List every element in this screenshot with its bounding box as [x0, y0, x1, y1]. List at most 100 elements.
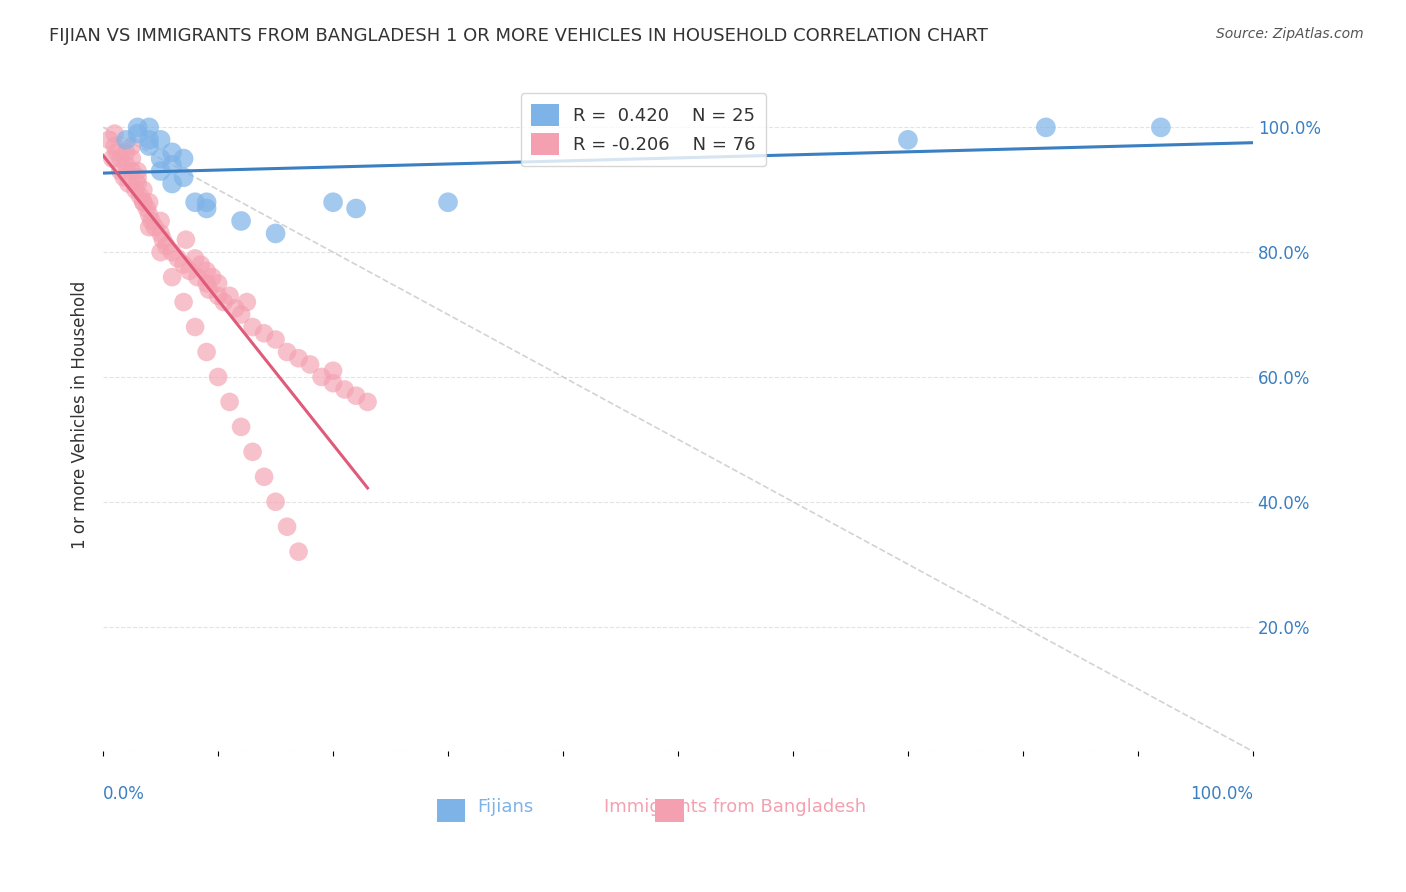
Point: [121, 139, 143, 153]
Point: [143, 220, 166, 235]
Point: [229, 308, 252, 322]
Text: FIJIAN VS IMMIGRANTS FROM BANGLADESH 1 OR MORE VEHICLES IN HOUSEHOLD CORRELATION: FIJIAN VS IMMIGRANTS FROM BANGLADESH 1 O…: [49, 27, 988, 45]
Point: [110, 152, 132, 166]
Point: [149, 245, 172, 260]
Point: [207, 277, 229, 291]
Point: [127, 170, 149, 185]
Text: Immigrants from Bangladesh: Immigrants from Bangladesh: [605, 798, 866, 816]
Point: [173, 170, 195, 185]
Point: [1035, 120, 1057, 135]
Point: [149, 133, 172, 147]
Point: [138, 133, 160, 147]
Point: [127, 164, 149, 178]
Point: [311, 370, 333, 384]
Point: [356, 395, 378, 409]
Text: 0.0%: 0.0%: [103, 785, 145, 803]
Point: [218, 289, 240, 303]
Point: [174, 233, 197, 247]
Point: [184, 320, 207, 334]
Point: [276, 519, 298, 533]
Point: [129, 189, 152, 203]
Point: [333, 383, 356, 397]
Point: [127, 120, 149, 135]
Point: [179, 264, 201, 278]
Point: [115, 145, 138, 160]
Point: [127, 177, 149, 191]
Y-axis label: 1 or more Vehicles in Household: 1 or more Vehicles in Household: [72, 280, 89, 549]
Point: [97, 133, 120, 147]
Point: [152, 233, 174, 247]
Point: [184, 252, 207, 266]
Point: [132, 195, 155, 210]
Text: Fijians: Fijians: [478, 798, 534, 816]
Point: [195, 264, 218, 278]
Point: [138, 208, 160, 222]
Point: [149, 164, 172, 178]
Point: [160, 270, 183, 285]
Legend: R =  0.420    N = 25, R = -0.206    N = 76: R = 0.420 N = 25, R = -0.206 N = 76: [520, 93, 766, 166]
Point: [195, 277, 218, 291]
Point: [218, 395, 240, 409]
Point: [141, 214, 163, 228]
Point: [160, 145, 183, 160]
Point: [160, 245, 183, 260]
Point: [115, 158, 138, 172]
Point: [138, 120, 160, 135]
Point: [253, 326, 276, 341]
Point: [173, 258, 195, 272]
Point: [124, 183, 146, 197]
Point: [198, 283, 221, 297]
Point: [287, 544, 309, 558]
Point: [190, 258, 212, 272]
Point: [207, 370, 229, 384]
Point: [149, 152, 172, 166]
Point: [105, 145, 128, 160]
Point: [229, 214, 252, 228]
Point: [135, 202, 157, 216]
Point: [229, 420, 252, 434]
Point: [253, 470, 276, 484]
Text: Source: ZipAtlas.com: Source: ZipAtlas.com: [1216, 27, 1364, 41]
Point: [138, 220, 160, 235]
Point: [173, 152, 195, 166]
Point: [155, 239, 177, 253]
Point: [149, 214, 172, 228]
Point: [110, 164, 132, 178]
Text: 100.0%: 100.0%: [1189, 785, 1253, 803]
Point: [104, 127, 127, 141]
FancyBboxPatch shape: [436, 798, 465, 822]
Point: [138, 195, 160, 210]
Point: [149, 227, 172, 241]
Point: [236, 295, 259, 310]
Point: [115, 133, 138, 147]
Point: [264, 227, 287, 241]
Point: [201, 270, 224, 285]
Point: [1150, 120, 1173, 135]
Point: [101, 152, 124, 166]
Point: [117, 177, 139, 191]
Point: [322, 376, 344, 391]
Point: [287, 351, 309, 366]
Point: [224, 301, 246, 316]
FancyBboxPatch shape: [655, 798, 683, 822]
Point: [121, 164, 143, 178]
Point: [242, 320, 264, 334]
Point: [121, 152, 143, 166]
Point: [264, 495, 287, 509]
Point: [160, 158, 183, 172]
Point: [897, 133, 920, 147]
Point: [132, 183, 155, 197]
Point: [276, 345, 298, 359]
Point: [167, 252, 190, 266]
Point: [195, 345, 218, 359]
Point: [132, 195, 155, 210]
Point: [212, 295, 235, 310]
Point: [344, 389, 367, 403]
Point: [127, 127, 149, 141]
Point: [322, 364, 344, 378]
Point: [264, 333, 287, 347]
Point: [112, 170, 135, 185]
Point: [322, 195, 344, 210]
Point: [138, 139, 160, 153]
Point: [195, 195, 218, 210]
